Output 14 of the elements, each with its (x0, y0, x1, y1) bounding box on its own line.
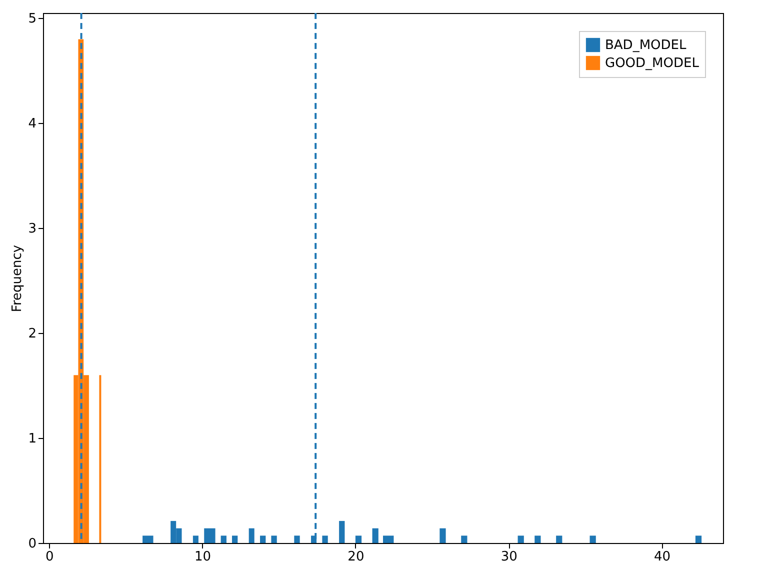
y-tick-label: 1 (28, 432, 36, 447)
x-tick-label: 40 (654, 550, 671, 564)
y-tick-label: 3 (28, 222, 36, 237)
y-axis-title: Frequency (10, 244, 26, 312)
y-tick-label: 4 (28, 116, 36, 132)
legend-label: GOOD_MODEL (605, 56, 700, 71)
y-tick-label: 2 (28, 326, 36, 342)
x-tick-label: 20 (348, 550, 364, 564)
x-tick-label: 10 (194, 550, 212, 564)
y-tick-label: 5 (28, 12, 36, 27)
legend-label: BAD_MODEL (605, 38, 687, 53)
x-tick-label: 0 (45, 550, 54, 564)
y-tick-label: 0 (28, 536, 36, 552)
x-tick-label: 30 (500, 550, 518, 564)
